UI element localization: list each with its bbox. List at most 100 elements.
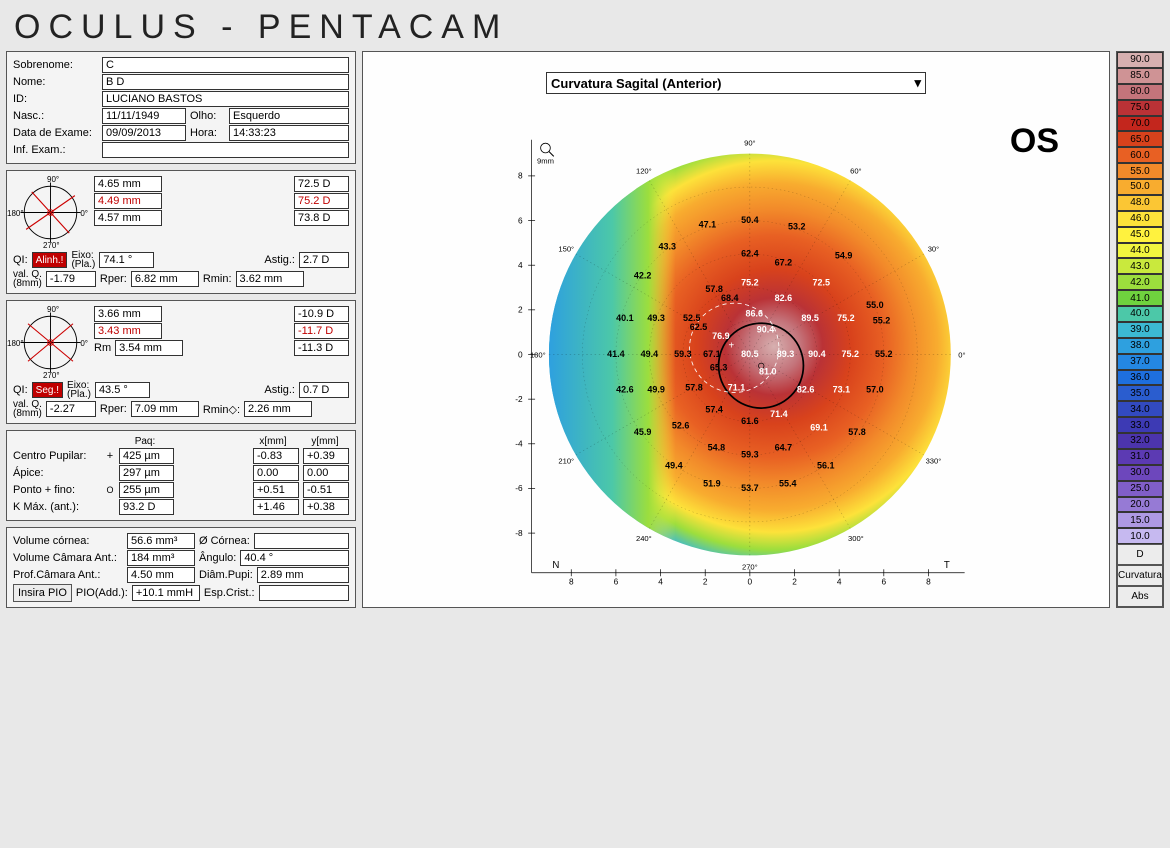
- map-panel: Curvatura Sagital (Anterior) ▾ OS -8-6-4…: [362, 51, 1110, 608]
- k1-qi-tag: Alinh.!: [32, 252, 68, 268]
- legend-swatch: 65.0: [1117, 131, 1163, 147]
- legend-mode-button[interactable]: Curvatura: [1117, 565, 1163, 586]
- svg-text:43.3: 43.3: [658, 242, 676, 252]
- svg-text:49.4: 49.4: [665, 461, 683, 471]
- apice-x: 0.00: [253, 465, 299, 481]
- map-type-select[interactable]: Curvatura Sagital (Anterior) ▾: [546, 72, 926, 94]
- olho-field[interactable]: Esquerdo: [229, 108, 349, 124]
- legend-swatch: 34.0: [1117, 401, 1163, 417]
- inf-field[interactable]: [102, 142, 349, 158]
- svg-text:81.0: 81.0: [759, 367, 777, 377]
- k1-rper-label: Rper:: [100, 273, 127, 285]
- svg-text:45.9: 45.9: [634, 427, 652, 437]
- insira-pio-button[interactable]: Insira PIO: [13, 584, 72, 602]
- svg-text:75.2: 75.2: [741, 277, 759, 287]
- svg-text:4: 4: [518, 260, 523, 270]
- k1-qi-label: QI:: [13, 254, 28, 266]
- svg-text:57.8: 57.8: [848, 427, 866, 437]
- apice-paq: 297 µm: [119, 465, 174, 481]
- k1-astig-label: Astig.:: [264, 254, 295, 266]
- svg-text:8: 8: [926, 577, 931, 587]
- svg-text:270°: 270°: [742, 562, 758, 571]
- legend-swatch: 48.0: [1117, 195, 1163, 211]
- legend-swatch: 90.0: [1117, 52, 1163, 68]
- svg-text:60°: 60°: [850, 167, 862, 176]
- svg-text:50.4: 50.4: [741, 215, 759, 225]
- svg-text:71.4: 71.4: [770, 409, 788, 419]
- centro-label: Centro Pupilar:: [13, 450, 101, 462]
- svg-text:0: 0: [748, 577, 753, 587]
- legend-abs-button[interactable]: Abs: [1117, 586, 1163, 607]
- k1-rmin: 3.62 mm: [236, 271, 304, 287]
- diamcornea-label: Ø Córnea:: [199, 535, 250, 547]
- svg-text:T: T: [944, 560, 950, 571]
- sobrenome-label: Sobrenome:: [13, 59, 98, 71]
- k1-valq: -1.79: [46, 271, 96, 287]
- chamber-panel: Volume córnea: 56.6 mm³ Ø Córnea: Volume…: [6, 527, 356, 608]
- centro-y: +0.39: [303, 448, 349, 464]
- legend-swatch: 32.0: [1117, 433, 1163, 449]
- k2-r1: 3.66 mm: [94, 306, 162, 322]
- legend-swatch: 80.0: [1117, 84, 1163, 100]
- svg-text:0°: 0°: [958, 350, 965, 359]
- svg-text:54.8: 54.8: [708, 443, 726, 453]
- legend-swatch: 45.0: [1117, 227, 1163, 243]
- k1-d3: 73.8 D: [294, 210, 349, 226]
- espcrist-label: Esp.Crist.:: [204, 587, 255, 599]
- ponto-x: +0.51: [253, 482, 299, 498]
- svg-text:89.3: 89.3: [777, 349, 795, 359]
- svg-text:80.5: 80.5: [741, 349, 759, 359]
- legend-swatch: 46.0: [1117, 211, 1163, 227]
- svg-text:240°: 240°: [636, 534, 652, 543]
- k1-r2: 4.49 mm: [94, 193, 162, 209]
- volcornea: 56.6 mm³: [127, 533, 195, 549]
- k2-rmin-label: Rmin◇:: [203, 403, 240, 416]
- kmax-val: 93.2 D: [119, 499, 174, 515]
- svg-text:57.8: 57.8: [685, 382, 703, 392]
- svg-text:68.4: 68.4: [721, 293, 739, 303]
- id-field[interactable]: LUCIANO BASTOS: [102, 91, 349, 107]
- centro-x: -0.83: [253, 448, 299, 464]
- svg-text:+: +: [728, 341, 734, 352]
- svg-text:-6: -6: [515, 483, 523, 493]
- k1-astig: 2.7 D: [299, 252, 349, 268]
- k1-valq-label: val. Q. (8mm): [13, 270, 42, 288]
- svg-text:57.4: 57.4: [705, 405, 723, 415]
- nasc-field[interactable]: 11/11/1949: [102, 108, 186, 124]
- exame-field[interactable]: 09/09/2013: [102, 125, 186, 141]
- svg-text:49.3: 49.3: [647, 313, 665, 323]
- sobrenome-field[interactable]: C: [102, 57, 349, 73]
- prof-label: Prof.Câmara Ant.:: [13, 569, 123, 581]
- pioadd: +10.1 mmH: [132, 585, 200, 601]
- topography-map[interactable]: -8-6-4-2024688642024680°30°60°90°120°150…: [383, 112, 1089, 597]
- diamcornea: [254, 533, 349, 549]
- svg-text:53.2: 53.2: [788, 222, 806, 232]
- angulo: 40.4 °: [240, 550, 349, 566]
- kmax-y: +0.38: [303, 499, 349, 515]
- svg-text:150°: 150°: [558, 244, 574, 253]
- svg-text:57.0: 57.0: [866, 385, 884, 395]
- color-legend: 90.085.080.075.070.065.060.055.050.048.0…: [1116, 51, 1164, 608]
- svg-text:72.5: 72.5: [813, 277, 831, 287]
- k1-r3: 4.57 mm: [94, 210, 162, 226]
- svg-text:69.1: 69.1: [810, 423, 828, 433]
- x-header: x[mm]: [249, 436, 297, 447]
- legend-swatch: 75.0: [1117, 100, 1163, 116]
- svg-text:52.5: 52.5: [683, 313, 701, 323]
- svg-text:76.9: 76.9: [712, 331, 730, 341]
- inf-label: Inf. Exam.:: [13, 144, 98, 156]
- k2-d2: -11.7 D: [294, 323, 349, 339]
- kmax-label: K Máx. (ant.):: [13, 501, 101, 513]
- nome-field[interactable]: B D: [102, 74, 349, 90]
- svg-text:300°: 300°: [848, 534, 864, 543]
- svg-text:9mm: 9mm: [537, 156, 554, 165]
- hora-field[interactable]: 14:33:23: [229, 125, 349, 141]
- legend-swatch: 33.0: [1117, 417, 1163, 433]
- svg-text:82.6: 82.6: [775, 293, 793, 303]
- svg-text:30°: 30°: [928, 244, 940, 253]
- svg-text:67.1: 67.1: [703, 349, 721, 359]
- svg-text:49.9: 49.9: [647, 385, 665, 395]
- k1-axis-icon: 90° 0° 180° 270°: [13, 175, 88, 250]
- legend-swatch: 10.0: [1117, 528, 1163, 544]
- legend-swatch: 44.0: [1117, 243, 1163, 259]
